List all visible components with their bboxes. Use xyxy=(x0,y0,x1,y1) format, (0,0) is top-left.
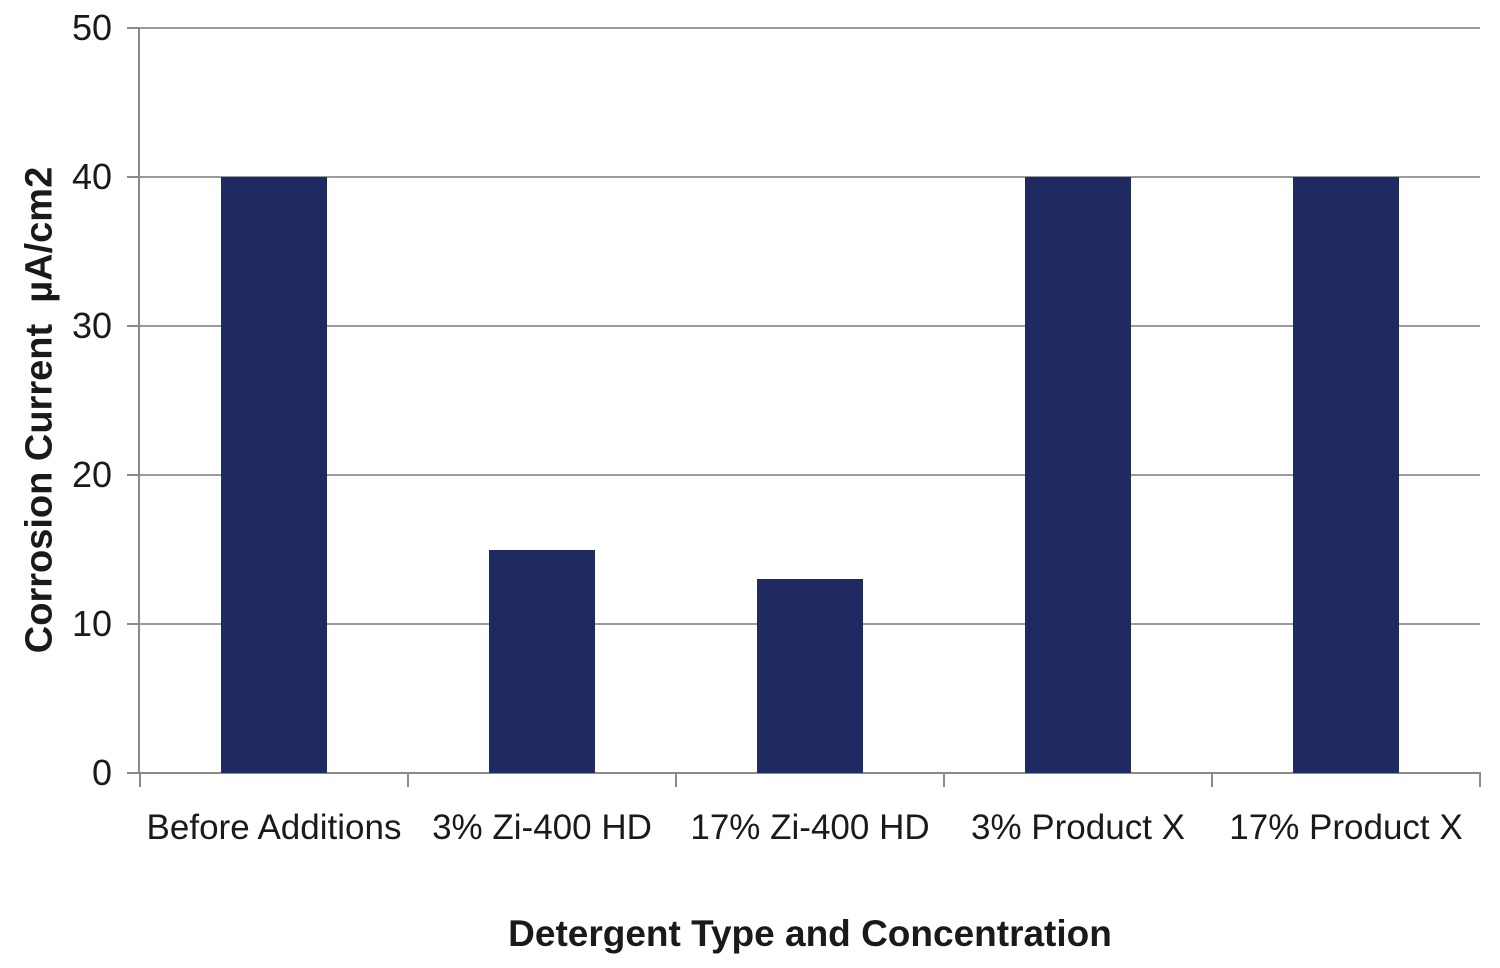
x-category-label-0: Before Additions xyxy=(146,808,402,847)
bar-17-zi-400-hd xyxy=(757,579,863,773)
x-axis-tick-0 xyxy=(139,772,141,787)
x-axis-tick-2 xyxy=(675,772,677,787)
y-tick-label-10: 10 xyxy=(71,603,112,644)
y-axis-line xyxy=(138,28,140,773)
x-axis-tick-5 xyxy=(1479,772,1481,787)
x-axis-tick-3 xyxy=(943,772,945,787)
bar-3-zi-400-hd xyxy=(489,549,595,773)
x-category-label-3: 3% Product X xyxy=(971,808,1185,847)
y-tick-label-50: 50 xyxy=(71,7,112,48)
x-category-label-4: 17% Product X xyxy=(1229,808,1463,847)
x-axis-tick-4 xyxy=(1211,772,1213,787)
gridline-50 xyxy=(140,27,1480,29)
y-tick-label-30: 30 xyxy=(71,305,112,346)
y-axis-tick-0 xyxy=(127,772,140,774)
y-tick-label-20: 20 xyxy=(71,454,112,495)
gridline-20 xyxy=(140,474,1480,476)
x-axis-tick-1 xyxy=(407,772,409,787)
bar-17-product-x xyxy=(1293,177,1399,773)
x-category-label-2: 17% Zi-400 HD xyxy=(690,808,930,847)
bar-before-additions xyxy=(221,177,327,773)
x-category-label-1: 3% Zi-400 HD xyxy=(432,808,652,847)
gridline-40 xyxy=(140,176,1480,178)
y-axis-tick-50 xyxy=(127,27,140,29)
y-tick-label-40: 40 xyxy=(71,156,112,197)
y-tick-label-0: 0 xyxy=(91,752,112,793)
bar-3-product-x xyxy=(1025,177,1131,773)
y-axis-tick-30 xyxy=(127,325,140,327)
y-axis-tick-10 xyxy=(127,623,140,625)
x-axis-title: Detergent Type and Concentration xyxy=(508,913,1112,954)
y-axis-tick-20 xyxy=(127,474,140,476)
x-axis-line xyxy=(140,772,1480,774)
y-axis-tick-40 xyxy=(127,176,140,178)
gridline-30 xyxy=(140,325,1480,327)
y-axis-title: Corrosion Current µA/cm2 xyxy=(18,166,61,654)
